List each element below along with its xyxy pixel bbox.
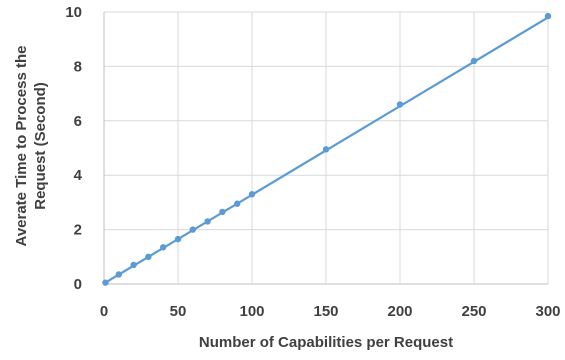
- x-tick-label: 200: [387, 303, 412, 320]
- data-point: [160, 244, 167, 251]
- data-point: [130, 261, 137, 269]
- y-tick-label: 10: [65, 4, 82, 21]
- data-point: [544, 12, 552, 20]
- data-points: [102, 12, 552, 286]
- y-tick-label: 0: [74, 276, 82, 293]
- data-point: [470, 57, 478, 65]
- y-tick-label: 8: [74, 58, 82, 75]
- x-tick-label: 0: [100, 303, 108, 320]
- x-axis-title: Number of Capabilities per Request: [199, 334, 453, 351]
- x-tick-label: 50: [170, 303, 187, 320]
- data-point: [102, 279, 109, 286]
- y-axis-title: Averate Time to Process the Request (Sec…: [13, 46, 49, 247]
- y-tick-label: 4: [74, 167, 83, 184]
- data-point: [219, 208, 226, 216]
- y-tick-label: 2: [74, 222, 82, 239]
- x-tick-label: 100: [239, 303, 264, 320]
- data-point: [234, 200, 241, 207]
- y-axis-title-line-1: Averate Time to Process the: [13, 46, 30, 247]
- data-point: [189, 226, 196, 233]
- x-tick-label: 300: [535, 303, 560, 320]
- grid-lines: [103, 11, 549, 285]
- data-point: [322, 146, 330, 153]
- x-tick-label: 250: [461, 303, 486, 320]
- y-tick-label: 6: [74, 113, 82, 130]
- data-point: [174, 235, 182, 243]
- data-point: [204, 218, 211, 225]
- x-tick-label: 150: [313, 303, 338, 320]
- data-point: [248, 191, 256, 198]
- y-axis-title-line-2: Request (Second): [32, 82, 49, 210]
- data-point: [145, 253, 152, 260]
- data-point: [396, 101, 404, 108]
- data-point: [115, 271, 123, 278]
